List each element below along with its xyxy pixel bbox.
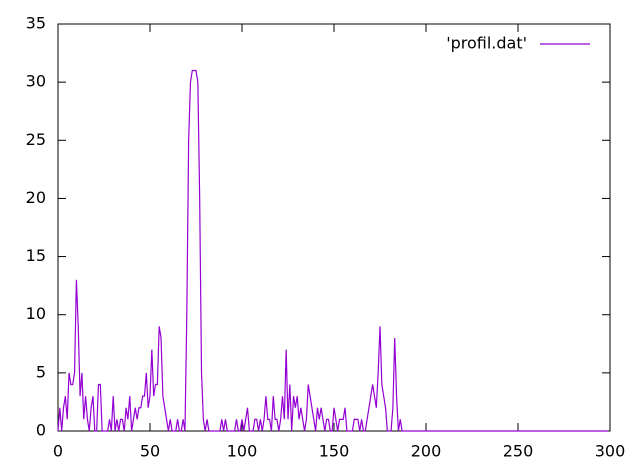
y-tick-label: 0 [36,421,46,440]
y-tick-label: 10 [26,304,46,323]
x-tick-label: 300 [595,442,626,461]
y-tick-label: 35 [26,14,46,33]
x-tick-label: 200 [411,442,442,461]
x-tick-label: 150 [319,442,350,461]
x-tick-label: 100 [227,442,258,461]
y-tick-label: 20 [26,188,46,207]
data-line [57,69,609,432]
y-tick-label: 25 [26,130,46,149]
y-tick-label: 15 [26,246,46,265]
legend-label: 'profil.dat' [446,34,527,53]
y-tick-label: 30 [26,72,46,91]
x-tick-label: 250 [503,442,534,461]
plot-frame [57,23,611,432]
x-tick-label: 50 [140,442,160,461]
y-tick-label: 5 [36,362,46,381]
x-tick-label: 0 [53,442,63,461]
